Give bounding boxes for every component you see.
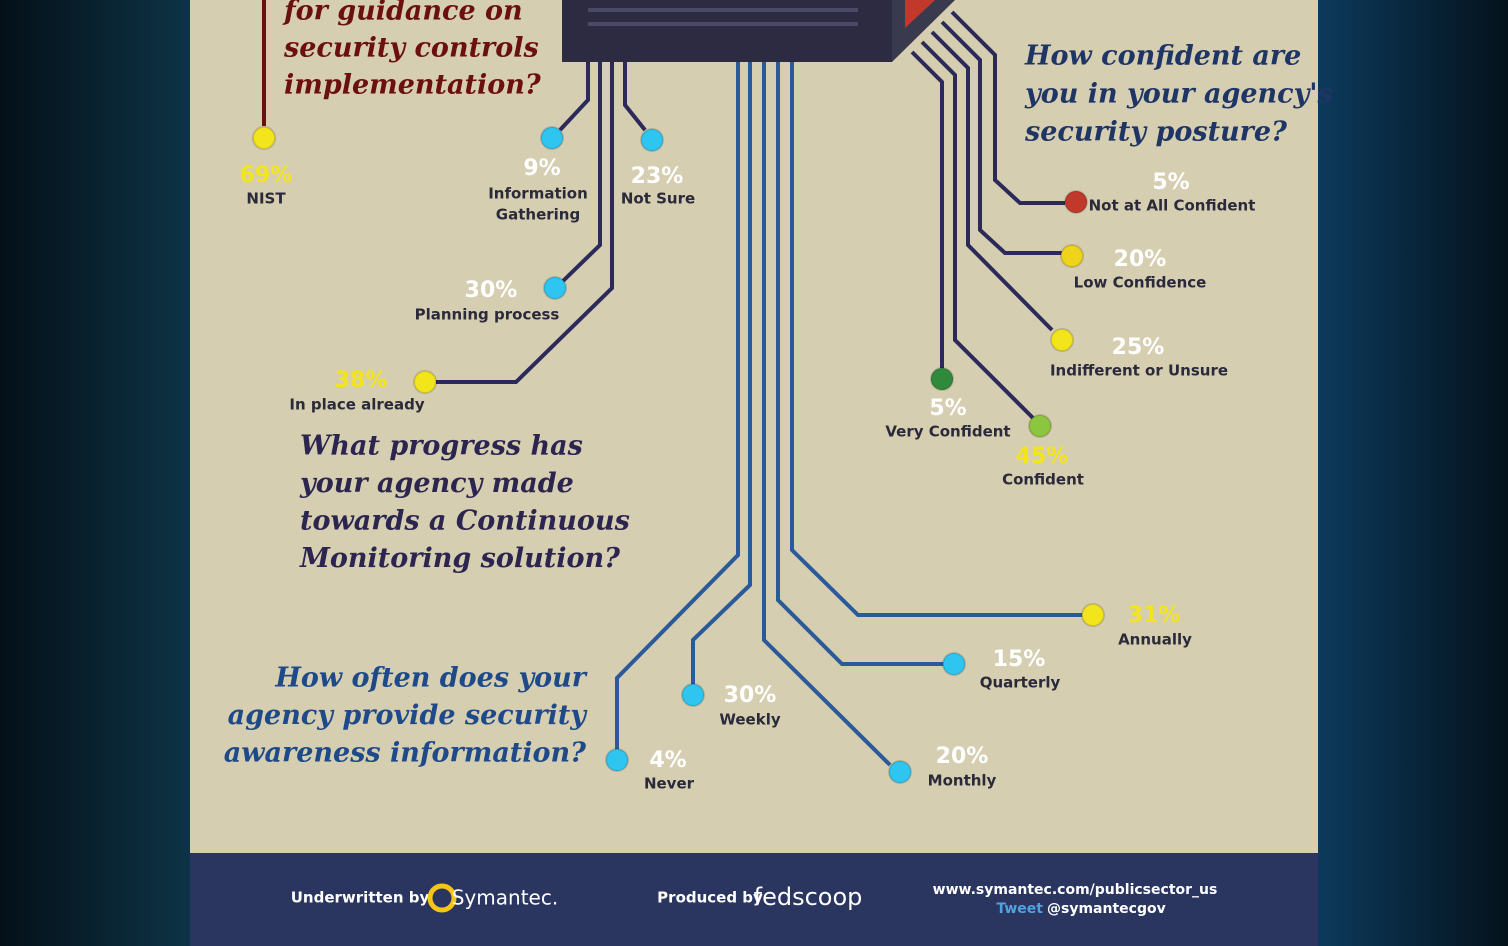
- wire: [615, 62, 740, 750]
- dot: [1028, 414, 1052, 438]
- percent: 20%: [1114, 247, 1167, 272]
- wire: [691, 62, 752, 685]
- dot: [1081, 603, 1105, 627]
- question: towards a Continuous: [300, 506, 630, 537]
- handle[interactable]: @symantecgov: [1047, 901, 1166, 917]
- percent: 5%: [929, 396, 966, 421]
- percent: 45%: [1016, 444, 1069, 469]
- question: Monitoring solution?: [299, 543, 621, 574]
- label: Information: [488, 185, 588, 203]
- dot: [540, 126, 564, 150]
- question: agency provide security: [228, 700, 589, 731]
- dot: [1050, 328, 1074, 352]
- wires: [910, 10, 1065, 420]
- label: Confident: [1002, 471, 1084, 489]
- wire: [623, 62, 647, 132]
- label: Indifferent or Unsure: [1050, 362, 1228, 380]
- label: NIST: [246, 190, 286, 208]
- label: Low Confidence: [1074, 274, 1207, 292]
- label: Not Sure: [621, 190, 695, 208]
- question: your agency made: [299, 468, 574, 499]
- side-bg: [0, 0, 190, 946]
- wire: [776, 62, 944, 666]
- footer-text: Underwritten by: [291, 889, 430, 907]
- dot: [543, 276, 567, 300]
- wire: [762, 62, 892, 767]
- panel: [190, 0, 1318, 853]
- label: Quarterly: [980, 674, 1061, 692]
- dot: [942, 652, 966, 676]
- question: How often does your: [274, 663, 587, 694]
- percent: 30%: [724, 683, 777, 708]
- wire: [940, 20, 1062, 255]
- question: for guidance on: [282, 0, 523, 27]
- label: Annually: [1118, 631, 1192, 649]
- label: In place already: [289, 396, 424, 414]
- dot: [640, 128, 664, 152]
- label: Monthly: [928, 772, 997, 790]
- dot: [1060, 244, 1084, 268]
- label: Never: [644, 775, 695, 793]
- sponsor: Symantec.: [452, 886, 558, 910]
- device-light: [905, 0, 935, 28]
- url[interactable]: www.symantec.com/publicsector_us: [933, 882, 1218, 898]
- wire: [436, 62, 614, 384]
- side-bg: [1318, 0, 1508, 946]
- tweet[interactable]: Tweet: [996, 901, 1043, 917]
- dot: [413, 370, 437, 394]
- logo: [427, 883, 457, 913]
- footer-text: Produced by: [657, 889, 763, 907]
- producer: fedscoop: [754, 883, 863, 911]
- question: security posture?: [1024, 117, 1288, 148]
- question: you in your agency's: [1024, 79, 1333, 110]
- percent: 38%: [335, 368, 388, 393]
- footer-bar: [190, 853, 1318, 946]
- question: security controls: [283, 33, 539, 64]
- percent: 30%: [465, 278, 518, 303]
- wires: [615, 62, 1083, 767]
- percent: 69%: [240, 163, 293, 188]
- dot: [605, 748, 629, 772]
- percent: 9%: [523, 156, 560, 181]
- wire: [910, 50, 944, 368]
- dot: [252, 126, 276, 150]
- percent: 5%: [1152, 170, 1189, 195]
- label: Gathering: [496, 206, 580, 224]
- percent: 25%: [1112, 335, 1165, 360]
- percent: 23%: [631, 164, 684, 189]
- wire: [560, 62, 602, 284]
- wire: [930, 30, 1054, 332]
- percent: 31%: [1128, 603, 1181, 628]
- label: Not at All Confident: [1089, 197, 1256, 215]
- label: Weekly: [719, 711, 780, 729]
- wire: [558, 62, 590, 132]
- wire: [790, 62, 1083, 617]
- label: Very Confident: [885, 423, 1010, 441]
- wires: [436, 62, 647, 384]
- percent: 20%: [936, 744, 989, 769]
- percent: 15%: [993, 647, 1046, 672]
- dot: [681, 683, 705, 707]
- percent: 4%: [649, 748, 686, 773]
- question: How confident are: [1024, 41, 1301, 72]
- question: implementation?: [284, 70, 542, 101]
- wire: [920, 40, 1035, 420]
- dot: [1064, 190, 1088, 214]
- question: What progress has: [300, 431, 583, 462]
- device-line: [588, 8, 858, 12]
- dot: [930, 367, 954, 391]
- device-line: [588, 22, 858, 26]
- label: Planning process: [415, 306, 560, 324]
- dot: [888, 760, 912, 784]
- question: awareness information?: [224, 738, 587, 769]
- wire: [950, 10, 1065, 205]
